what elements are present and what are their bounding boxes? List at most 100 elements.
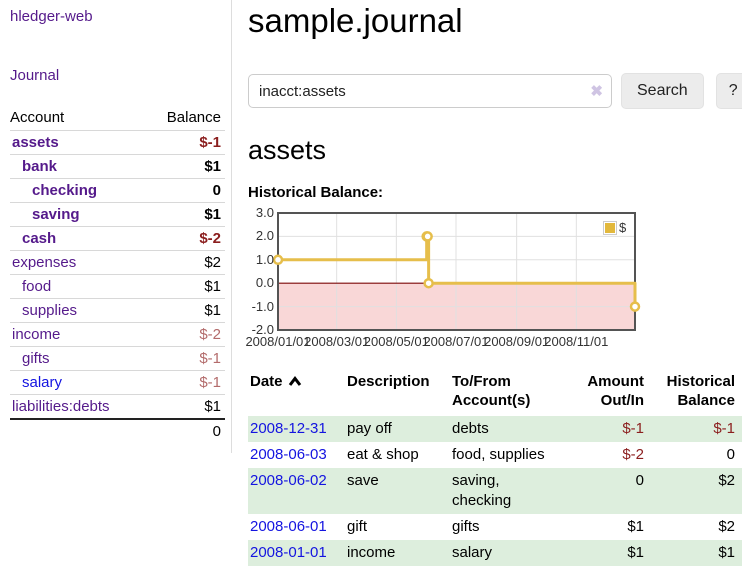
transaction-description: income [345, 540, 450, 566]
transaction-date-link[interactable]: 2008-01-01 [250, 544, 327, 561]
sidebar: hledger-web Journal Account Balance asse… [0, 0, 232, 453]
account-row: salary $-1 [10, 370, 225, 395]
account-link[interactable]: salary [22, 374, 63, 391]
page-title: sample.journal [248, 2, 463, 39]
accounts-total-spacer [10, 418, 146, 443]
transaction-row: 2008-12-31 pay off debts $-1 $-1 [248, 416, 742, 442]
account-link[interactable]: assets [12, 134, 59, 151]
legend-swatch-icon [603, 220, 617, 235]
account-balance: $1 [145, 298, 225, 323]
chart-plot-area [272, 212, 641, 331]
help-button[interactable]: ? [715, 73, 742, 109]
accounts-header-account: Account [10, 109, 65, 126]
accounts-table-body: assets $-1 bank $1 checking 0 saving $1 cash $-2 e… [10, 130, 225, 419]
account-balance: $1 [145, 274, 225, 299]
accounts-table: Account Balance assets $-1 bank $1 checking 0… [10, 107, 225, 443]
account-balance: $2 [145, 250, 225, 275]
chart-svg [272, 212, 641, 331]
account-row: bank $1 [10, 154, 225, 179]
accounts-header-balance: Balance [166, 109, 221, 126]
account-balance: $1 [145, 394, 225, 419]
x-axis-tick-label: 2008/09/01 [484, 334, 550, 349]
transaction-amount: $-2 [622, 446, 644, 463]
account-row: cash $-2 [10, 226, 225, 251]
transaction-accounts: gifts [452, 518, 480, 535]
column-header-description: Description [347, 373, 430, 390]
account-balance: $1 [145, 202, 225, 227]
x-axis-tick-label: 2008/01/01 [245, 334, 311, 349]
transaction-amount: $-1 [562, 416, 644, 442]
account-balance: $1 [145, 154, 225, 179]
account-row: assets $-1 [10, 130, 225, 155]
transaction-description: gift [347, 518, 368, 535]
account-page-title: assets [248, 135, 327, 165]
y-axis-tick-label: 0.0 [255, 275, 274, 291]
account-link[interactable]: income [12, 326, 61, 343]
transactions-header-row: Date Description To/From Account(s) Amou… [248, 370, 742, 416]
transaction-description: save [345, 468, 450, 514]
account-balance: $-1 [145, 346, 225, 371]
transaction-accounts: debts [450, 416, 562, 442]
search-button[interactable]: Search [621, 73, 704, 109]
account-balance: $-2 [145, 226, 225, 251]
transaction-date-link[interactable]: 2008-06-02 [250, 472, 327, 489]
account-link[interactable]: bank [22, 158, 58, 175]
transactions-table: Date Description To/From Account(s) Amou… [248, 370, 742, 566]
search-form: ✖ Search ? [248, 73, 742, 109]
account-link[interactable]: cash [22, 230, 57, 247]
transaction-balance: $2 [718, 518, 735, 535]
account-link[interactable]: supplies [22, 302, 78, 319]
y-axis-tick-label: 3.0 [255, 205, 274, 220]
search-box: ✖ [248, 74, 612, 108]
x-axis-tick-label: 2008/05/01 [363, 334, 429, 349]
account-row: food $1 [10, 274, 225, 299]
transaction-accounts: saving, checking [450, 468, 562, 514]
account-link[interactable]: saving [32, 206, 80, 223]
transaction-amount: $1 [627, 518, 644, 535]
column-header-date[interactable]: Date [248, 370, 345, 416]
transaction-date-link[interactable]: 2008-06-01 [250, 518, 327, 535]
app-title: hledger-web [10, 8, 231, 26]
transaction-description: eat & shop [347, 446, 419, 463]
account-link[interactable]: food [22, 278, 52, 295]
transaction-balance: 0 [726, 446, 735, 463]
clear-search-icon[interactable]: ✖ [590, 83, 603, 100]
app-title-link[interactable]: hledger-web [10, 8, 93, 25]
sidebar-nav: Journal [10, 67, 231, 85]
transaction-amount: $1 [562, 540, 644, 566]
accounts-total-row: 0 [10, 418, 225, 443]
transaction-row: 2008-01-01 income salary $1 $1 [248, 540, 742, 566]
transaction-balance: $2 [644, 468, 742, 514]
y-axis-tick-label: 2.0 [255, 228, 274, 244]
account-balance: $-1 [145, 370, 225, 395]
account-link[interactable]: liabilities:debts [12, 398, 110, 415]
transaction-row: 2008-06-01 gift gifts $1 $2 [248, 514, 742, 540]
historical-balance-chart: 3.0 2.0 1.0 0.0 -1.0 -2.0 2008/01/01 2008/03/01… [245, 205, 668, 350]
account-row: gifts $-1 [10, 346, 225, 371]
account-row: income $-2 [10, 322, 225, 347]
chart-heading: Historical Balance: [248, 184, 384, 201]
transaction-date-link[interactable]: 2008-12-31 [250, 420, 327, 437]
account-row: checking 0 [10, 178, 225, 203]
transaction-date-link[interactable]: 2008-06-03 [250, 446, 327, 463]
account-link[interactable]: expenses [12, 254, 77, 271]
transactions-body: 2008-12-31 pay off debts $-1 $-1 2008-06-03 ea… [248, 416, 742, 566]
account-row: saving $1 [10, 202, 225, 227]
legend-label: $ [619, 220, 627, 235]
sidebar-item-journal[interactable]: Journal [10, 67, 60, 84]
account-row: liabilities:debts $1 [10, 394, 225, 419]
account-link[interactable]: gifts [22, 350, 50, 367]
transaction-row: 2008-06-03 eat & shop food, supplies $-2 0 [248, 442, 742, 468]
main-content: sample.journal ✖ Search ? assets Histori… [232, 0, 742, 566]
column-header-amount: Amount Out/In [587, 373, 644, 409]
y-axis-tick-label: -2.0 [251, 322, 274, 337]
transaction-balance: $1 [644, 540, 742, 566]
transaction-accounts: food, supplies [452, 446, 545, 463]
account-balance: $-2 [145, 322, 225, 347]
account-link[interactable]: checking [32, 182, 98, 199]
transaction-amount: 0 [562, 468, 644, 514]
search-input[interactable] [248, 74, 612, 108]
account-row: expenses $2 [10, 250, 225, 275]
x-axis-tick-label: 2008/11/01 [544, 334, 609, 349]
column-header-balance: Historical Balance [666, 373, 735, 409]
